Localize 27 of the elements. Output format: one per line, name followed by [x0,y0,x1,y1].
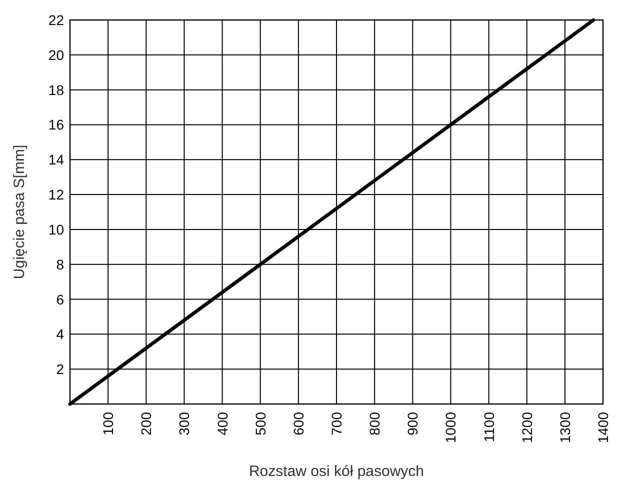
x-tick-label: 1100 [480,412,497,442]
x-tick-label: 1000 [442,412,459,444]
x-tick-label: 300 [176,412,192,436]
x-tick-label: 500 [252,412,268,436]
y-tick-label: 14 [48,152,64,168]
x-tick-label: 900 [404,412,421,436]
y-tick-label: 6 [56,291,64,308]
x-axis-title: Rozstaw osi kół pasowych [248,463,424,480]
y-tick-label: 10 [48,221,64,238]
y-axis-title: Ugięcie pasa S[mm] [11,144,28,280]
x-tick-label: 700 [328,412,344,436]
y-tick-label: 20 [48,46,64,63]
y-tick-label: 12 [48,186,64,203]
y-tick-label: 8 [56,256,64,272]
x-tick-label: 1300 [556,412,573,444]
x-tick-label: 100 [100,412,116,436]
x-tick-label: 1400 [595,412,611,444]
x-tick-label: 200 [138,412,154,436]
y-tick-label: 2 [56,361,64,378]
y-tick-label: 16 [48,116,64,133]
x-tick-label: 800 [366,412,383,436]
y-tick-label: 18 [48,82,64,98]
x-tick-label: 600 [290,412,306,436]
x-tick-label: 1200 [518,412,535,444]
y-tick-label: 4 [56,326,64,342]
x-tick-label: 400 [214,412,230,436]
y-tick-label: 22 [48,12,64,28]
